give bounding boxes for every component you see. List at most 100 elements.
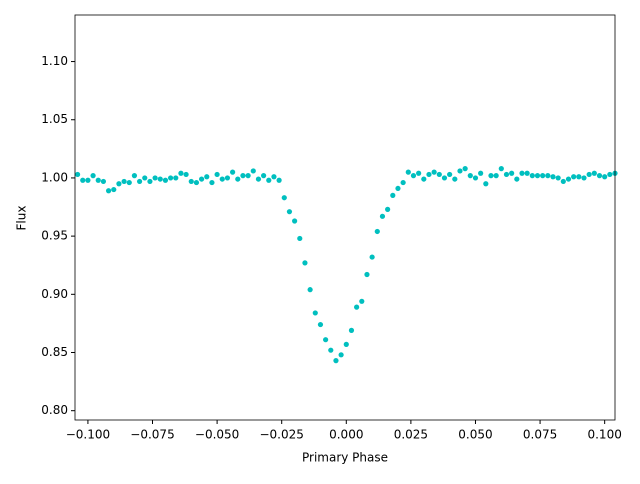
point xyxy=(452,176,458,182)
x-tick-label: −0.025 xyxy=(259,428,303,442)
point xyxy=(261,173,267,179)
x-tick-label: 0.025 xyxy=(394,428,428,442)
point xyxy=(121,178,127,185)
point xyxy=(312,310,318,316)
point xyxy=(178,170,184,176)
point xyxy=(591,170,597,176)
point xyxy=(571,174,577,180)
point xyxy=(426,171,432,178)
point xyxy=(348,327,355,333)
point xyxy=(105,188,112,194)
y-tick-label: 1.00 xyxy=(41,170,68,184)
point xyxy=(493,173,499,179)
point xyxy=(457,168,463,174)
point xyxy=(147,178,153,185)
point xyxy=(95,177,101,183)
point xyxy=(152,175,158,181)
point xyxy=(80,177,86,183)
point xyxy=(400,179,406,186)
point xyxy=(488,173,494,179)
point xyxy=(209,179,215,186)
point xyxy=(307,287,313,293)
point xyxy=(405,169,411,175)
point xyxy=(467,173,473,179)
point xyxy=(560,178,566,185)
point xyxy=(297,235,303,242)
point xyxy=(576,174,582,180)
point xyxy=(359,298,365,304)
y-tick-label: 1.10 xyxy=(41,54,68,68)
point xyxy=(555,175,561,181)
x-tick-label: 0.075 xyxy=(523,428,557,442)
point xyxy=(199,176,205,182)
point xyxy=(219,176,225,182)
point xyxy=(410,173,417,179)
point xyxy=(271,174,277,180)
point xyxy=(74,171,81,178)
y-tick-label: 1.05 xyxy=(41,112,68,126)
point xyxy=(565,176,572,182)
point xyxy=(266,177,272,183)
point xyxy=(193,179,200,186)
point xyxy=(343,341,349,347)
point xyxy=(421,176,427,182)
point xyxy=(286,209,293,215)
point xyxy=(183,171,189,178)
point xyxy=(498,166,504,172)
point xyxy=(157,176,163,182)
point xyxy=(529,173,535,179)
point xyxy=(379,213,386,219)
point xyxy=(354,304,360,310)
point xyxy=(167,175,174,181)
point xyxy=(116,181,122,187)
point xyxy=(607,171,613,178)
y-tick-label: 0.90 xyxy=(41,287,68,301)
point xyxy=(317,321,324,328)
point xyxy=(136,178,143,185)
point xyxy=(338,352,344,358)
x-axis-label: Primary Phase xyxy=(302,451,388,465)
plot-frame xyxy=(74,14,616,421)
point xyxy=(596,173,603,179)
point xyxy=(224,175,231,181)
x-tick-label: 0.000 xyxy=(329,428,363,442)
point xyxy=(323,337,329,343)
point xyxy=(90,173,96,179)
y-tick-label: 0.85 xyxy=(41,345,68,359)
point xyxy=(235,176,241,182)
point xyxy=(586,171,592,178)
point xyxy=(374,228,380,235)
point xyxy=(385,206,391,212)
point xyxy=(416,170,422,176)
point xyxy=(100,178,107,185)
point xyxy=(364,271,370,278)
point xyxy=(188,178,194,185)
point xyxy=(524,170,530,176)
point xyxy=(250,168,256,174)
point xyxy=(333,358,339,364)
point xyxy=(390,192,396,198)
x-tick-label: −0.100 xyxy=(66,428,110,442)
point xyxy=(447,171,453,178)
x-tick-label: 0.050 xyxy=(458,428,492,442)
point xyxy=(369,254,375,260)
y-tick-label: 0.80 xyxy=(41,403,68,417)
point xyxy=(281,195,287,201)
point xyxy=(483,181,489,187)
point xyxy=(126,179,132,186)
y-axis-label: Flux xyxy=(15,206,29,231)
point xyxy=(111,186,117,193)
point xyxy=(131,173,138,179)
x-tick-label: −0.075 xyxy=(130,428,174,442)
point xyxy=(519,170,525,176)
point xyxy=(441,175,448,181)
point xyxy=(472,175,479,181)
point xyxy=(436,171,442,178)
point xyxy=(545,173,551,179)
point xyxy=(581,175,587,181)
point xyxy=(514,176,520,182)
x-tick-label: −0.050 xyxy=(195,428,239,442)
point xyxy=(550,174,556,180)
point xyxy=(162,177,169,183)
